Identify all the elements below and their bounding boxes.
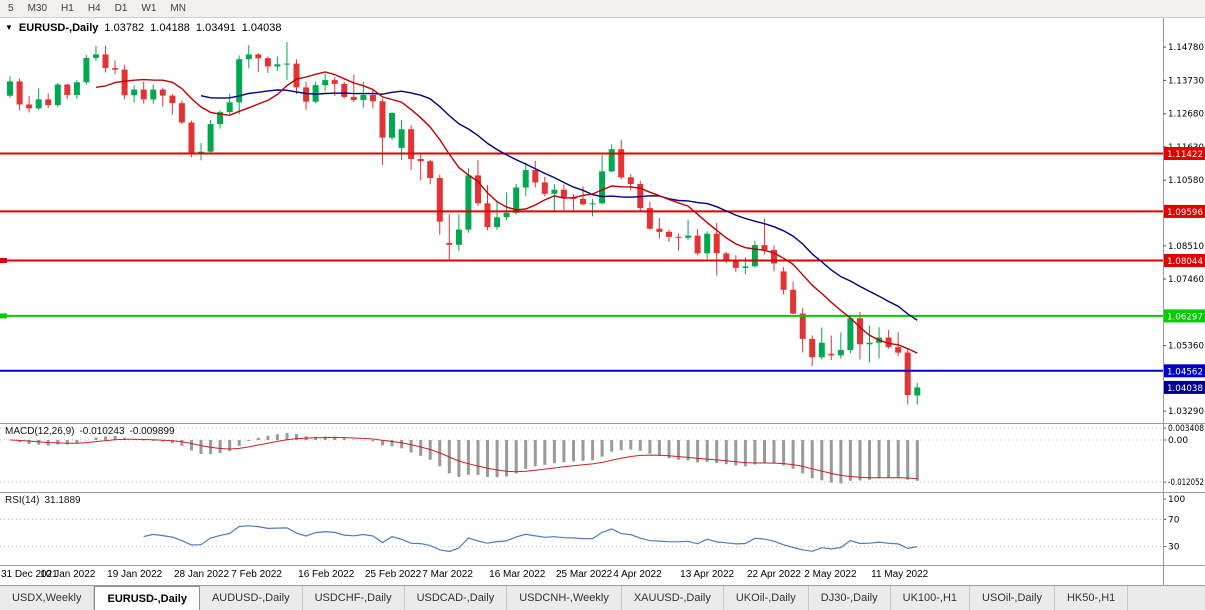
- tab-dj30-daily[interactable]: DJ30-,Daily: [808, 586, 891, 610]
- hline-left-marker: [0, 313, 7, 319]
- svg-text:0.00: 0.00: [1168, 436, 1188, 446]
- svg-text:30: 30: [1168, 543, 1180, 553]
- price-label-1-09596: [1164, 204, 1205, 218]
- timeframe-button-h4[interactable]: H4: [87, 3, 101, 14]
- price-label-1-11422: [1164, 147, 1205, 160]
- price-label-1-06297: [1164, 309, 1205, 323]
- candles-layer[interactable]: [7, 42, 921, 405]
- price-label-1-04562: [1164, 364, 1205, 378]
- timeframe-button-mn[interactable]: MN: [170, 3, 186, 14]
- timeframe-button-w1[interactable]: W1: [141, 3, 157, 14]
- time-axis-label: 25 Mar 2022: [556, 569, 613, 580]
- macd-main-value: -0.010243: [79, 426, 125, 437]
- price-axis[interactable]: 1.147801.137301.126801.116301.105801.085…: [1163, 43, 1205, 417]
- tab-uk100-h1[interactable]: UK100-,H1: [890, 586, 971, 610]
- svg-text:0.003408: 0.003408: [1168, 424, 1204, 434]
- time-axis-label: 22 Apr 2022: [747, 569, 801, 580]
- svg-text:1.13730: 1.13730: [1168, 76, 1204, 86]
- time-axis-label: 31 Dec 2021: [1, 569, 58, 580]
- time-axis-label: 16 Mar 2022: [489, 569, 546, 580]
- tab-hk50-h1[interactable]: HK50-,H1: [1054, 586, 1129, 610]
- time-axis[interactable]: 31 Dec 2021 10 Jan 2022 19 Jan 2022 28 Jan …: [0, 566, 1205, 585]
- svg-text:1.11422: 1.11422: [1167, 150, 1203, 160]
- price-label-1-08044: [1164, 254, 1205, 267]
- time-axis-label: 25 Feb 2022: [365, 569, 422, 580]
- svg-text:1.03290: 1.03290: [1168, 407, 1204, 417]
- macd-pane[interactable]: 0.003408 0.00 -0.012052 MACD(12,26,9) -0.0…: [0, 424, 1205, 493]
- rsi-line: [143, 525, 918, 553]
- symbol-title: EURUSD-,Daily: [18, 22, 99, 34]
- tab-eurusd-daily[interactable]: EURUSD-,Daily: [94, 586, 200, 610]
- current-price-label: [1164, 380, 1205, 394]
- chart-marker-icon: ▼: [5, 23, 13, 32]
- svg-text:1.04562: 1.04562: [1167, 367, 1203, 377]
- tab-usdcad-daily[interactable]: USDCAD-,Daily: [404, 586, 508, 610]
- time-axis-label: 16 Feb 2022: [298, 569, 355, 580]
- macd-histogram: [18, 432, 919, 484]
- ohlc-low: 1.03491: [195, 22, 236, 34]
- time-axis-label: 7 Mar 2022: [422, 569, 473, 580]
- macd-signal-value: -0.009899: [129, 426, 175, 437]
- svg-text:1.09596: 1.09596: [1167, 208, 1203, 218]
- svg-text:1.04038: 1.04038: [1167, 384, 1203, 394]
- rsi-label: RSI(14): [5, 495, 40, 506]
- timeframe-button-h1[interactable]: H1: [61, 3, 74, 14]
- chart-tabs-bar: USDX,Weekly EURUSD-,Daily AUDUSD-,Daily USD…: [0, 585, 1205, 610]
- rsi-header: RSI(14) 31.1889: [5, 495, 81, 506]
- rsi-pane[interactable]: 100 70 30 RSI(14) 31.1889: [0, 493, 1205, 566]
- time-axis-label: 2 May 2022: [804, 569, 857, 580]
- timeframe-button-m30[interactable]: M30: [27, 3, 48, 14]
- price-chart-canvas[interactable]: 1.147801.137301.126801.116301.105801.085…: [0, 18, 1205, 423]
- svg-text:1.07460: 1.07460: [1168, 275, 1204, 285]
- time-axis-label: 13 Apr 2022: [680, 569, 735, 580]
- svg-text:100: 100: [1168, 495, 1185, 505]
- time-axis-label: 11 May 2022: [871, 569, 929, 580]
- ohlc-close: 1.04038: [241, 22, 282, 34]
- svg-text:1.10580: 1.10580: [1168, 176, 1204, 186]
- ma-21-line: [200, 89, 918, 321]
- time-axis-label: 7 Feb 2022: [231, 569, 282, 580]
- time-axis-label: 19 Jan 2022: [107, 569, 163, 580]
- tab-ukoil-daily[interactable]: UKOil-,Daily: [723, 586, 809, 610]
- macd-canvas[interactable]: 0.003408 0.00 -0.012052: [0, 424, 1205, 492]
- price-chart-pane[interactable]: 1.147801.137301.126801.116301.105801.085…: [0, 18, 1205, 424]
- axis-separator: [1163, 566, 1164, 585]
- tab-xauusd-daily[interactable]: XAUUSD-,Daily: [621, 586, 724, 610]
- time-axis-label: 28 Jan 2022: [174, 569, 230, 580]
- tab-usdcnh-weekly[interactable]: USDCNH-,Weekly: [507, 586, 622, 610]
- ohlc-high: 1.04188: [150, 22, 190, 34]
- time-axis-label: 4 Apr 2022: [613, 569, 662, 580]
- svg-text:70: 70: [1168, 515, 1180, 525]
- svg-text:1.05360: 1.05360: [1168, 342, 1204, 352]
- timeframe-button-d1[interactable]: D1: [114, 3, 128, 14]
- ma-10-line: [95, 71, 918, 354]
- svg-text:-0.012052: -0.012052: [1168, 478, 1204, 488]
- macd-label: MACD(12,26,9): [5, 426, 75, 437]
- tab-usdchf-daily[interactable]: USDCHF-,Daily: [302, 586, 405, 610]
- rsi-canvas[interactable]: 100 70 30: [0, 493, 1205, 565]
- time-axis-label: 10 Jan 2022: [40, 569, 96, 580]
- svg-text:1.12680: 1.12680: [1168, 110, 1204, 120]
- svg-text:1.06297: 1.06297: [1167, 312, 1203, 322]
- tab-usoil-daily[interactable]: USOil-,Daily: [970, 586, 1055, 610]
- hline-left-marker: [0, 258, 7, 263]
- ohlc-open: 1.03782: [104, 22, 145, 34]
- macd-header: MACD(12,26,9) -0.010243 -0.009899: [5, 426, 175, 437]
- svg-text:1.14780: 1.14780: [1168, 43, 1204, 53]
- tab-audusd-daily[interactable]: AUDUSD-,Daily: [199, 586, 303, 610]
- tab-usdx-weekly[interactable]: USDX,Weekly: [0, 586, 95, 610]
- timeframe-button-5[interactable]: 5: [8, 3, 14, 14]
- svg-text:1.08510: 1.08510: [1168, 242, 1204, 252]
- svg-text:1.08044: 1.08044: [1167, 257, 1203, 267]
- timeframe-toolbar: 5 M30 H1 H4 D1 W1 MN: [0, 0, 1205, 18]
- rsi-value: 31.1889: [44, 495, 81, 506]
- macd-signal-line: [9, 436, 918, 480]
- chart-header: ▼ EURUSD-,Daily 1.03782 1.04188 1.03491 …: [5, 22, 281, 34]
